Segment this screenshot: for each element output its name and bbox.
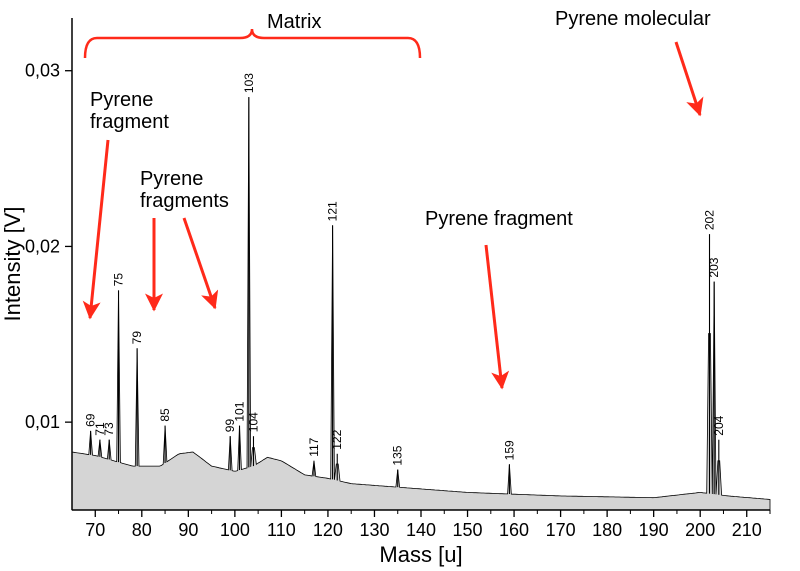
x-tick-100: 100 xyxy=(220,520,250,540)
spectrum-svg: 70 80 90 100 110 120 130 140 150 160 170 180 190 200 2… xyxy=(0,0,800,571)
x-tick-170: 170 xyxy=(546,520,576,540)
x-tick-80: 80 xyxy=(132,520,152,540)
peak-label-117: 117 xyxy=(307,437,321,456)
peak-label-204: 204 xyxy=(712,415,726,435)
x-tick-210: 210 xyxy=(732,520,762,540)
peak-label-103: 103 xyxy=(242,73,256,93)
annotation-pyrene-fragments-line0: Pyrene xyxy=(140,168,203,190)
y-tick-0: 0,01 xyxy=(25,412,60,432)
peak-label-203: 203 xyxy=(707,257,721,277)
x-tick-120: 120 xyxy=(313,520,343,540)
peak-label-159: 159 xyxy=(502,440,516,460)
peak-label-121: 121 xyxy=(326,201,340,221)
peak-label-85: 85 xyxy=(158,408,172,422)
annotation-pyrene-molecular: Pyrene molecular xyxy=(555,8,711,30)
peak-label-73: 73 xyxy=(102,422,116,436)
y-tick-1: 0,02 xyxy=(25,236,60,256)
peak-label-135: 135 xyxy=(391,445,405,465)
x-tick-200: 200 xyxy=(685,520,715,540)
annotation-pyrene-fragment-1-line0: Pyrene xyxy=(90,89,153,111)
annotation-pyrene-fragment-1-line1: fragment xyxy=(90,111,169,133)
mass-spectrum-chart: 70 80 90 100 110 120 130 140 150 160 170 180 190 200 2… xyxy=(0,0,800,571)
y-tick-2: 0,03 xyxy=(25,61,60,81)
x-tick-90: 90 xyxy=(178,520,198,540)
x-tick-70: 70 xyxy=(85,520,105,540)
x-tick-110: 110 xyxy=(267,520,296,540)
peak-label-104: 104 xyxy=(246,412,260,432)
x-tick-150: 150 xyxy=(453,520,483,540)
x-axis-label: Mass [u] xyxy=(379,542,462,567)
annotation-matrix: Matrix xyxy=(267,11,321,33)
x-tick-140: 140 xyxy=(406,520,436,540)
y-axis-label: Intensity [V] xyxy=(0,207,25,322)
peak-label-101: 101 xyxy=(233,401,247,421)
x-tick-160: 160 xyxy=(499,520,529,540)
x-tick-180: 180 xyxy=(592,520,622,540)
annotation-pyrene-fragments-line1: fragments xyxy=(140,190,229,212)
peak-label-79: 79 xyxy=(130,331,144,345)
peak-label-122: 122 xyxy=(330,429,344,449)
peak-label-202: 202 xyxy=(703,210,717,230)
x-tick-130: 130 xyxy=(359,520,389,540)
x-tick-190: 190 xyxy=(639,520,669,540)
annotation-pyrene-fragment-2: Pyrene fragment xyxy=(425,208,573,230)
peak-label-75: 75 xyxy=(112,273,126,287)
